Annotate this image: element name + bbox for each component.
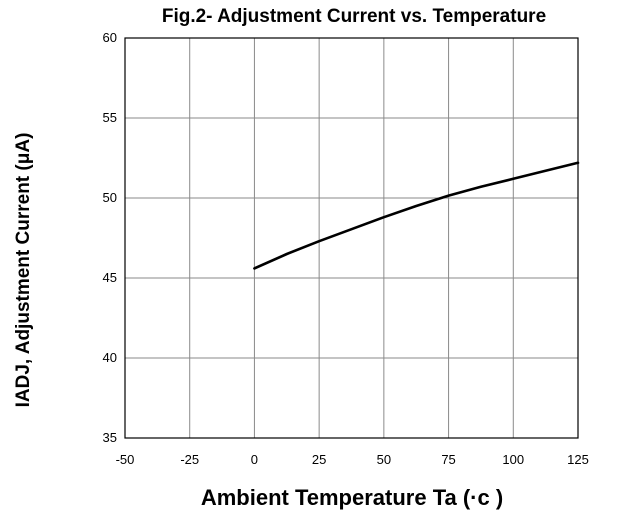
x-tick-label: 25: [312, 452, 326, 467]
chart-title: Fig.2- Adjustment Current vs. Temperatur…: [162, 6, 546, 27]
x-axis-label: Ambient Temperature Ta (·c ): [201, 485, 503, 510]
y-tick-label: 60: [103, 30, 117, 45]
y-tick-label: 45: [103, 270, 117, 285]
x-tick-label: 0: [251, 452, 258, 467]
x-tick-label: -25: [180, 452, 199, 467]
x-tick-label: 100: [502, 452, 524, 467]
y-axis-label: IADJ, Adjustment Current (μA): [13, 133, 34, 408]
y-tick-labels: 35 40 45 50 55 60: [103, 30, 117, 445]
x-tick-label: 125: [567, 452, 589, 467]
y-tick-label: 35: [103, 430, 117, 445]
plot-frame: [124, 37, 579, 439]
grid: [124, 37, 579, 439]
x-tick-label: -50: [116, 452, 135, 467]
y-tick-label: 40: [103, 350, 117, 365]
y-tick-label: 55: [103, 110, 117, 125]
series-line: [253, 161, 580, 270]
y-tick-label: 50: [103, 190, 117, 205]
x-tick-labels: -50 -25 0 25 50 75 100 125: [116, 452, 589, 467]
x-tick-label: 75: [441, 452, 455, 467]
x-tick-label: 50: [377, 452, 391, 467]
series: [253, 161, 580, 270]
